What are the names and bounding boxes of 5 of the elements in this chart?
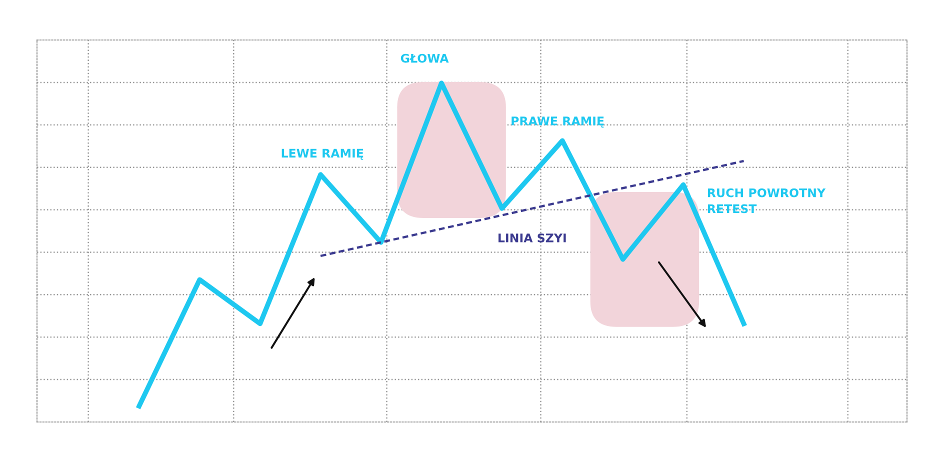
annotation: PRAWE RAMIĘ bbox=[512, 116, 604, 128]
text: GŁOWA bbox=[400, 54, 449, 63]
annotation: RUCH POWROTNY RETEST bbox=[708, 188, 826, 214]
annotation: LEWE RAMIĘ bbox=[282, 148, 364, 160]
series-label: LINIA SZYI bbox=[498, 233, 566, 242]
